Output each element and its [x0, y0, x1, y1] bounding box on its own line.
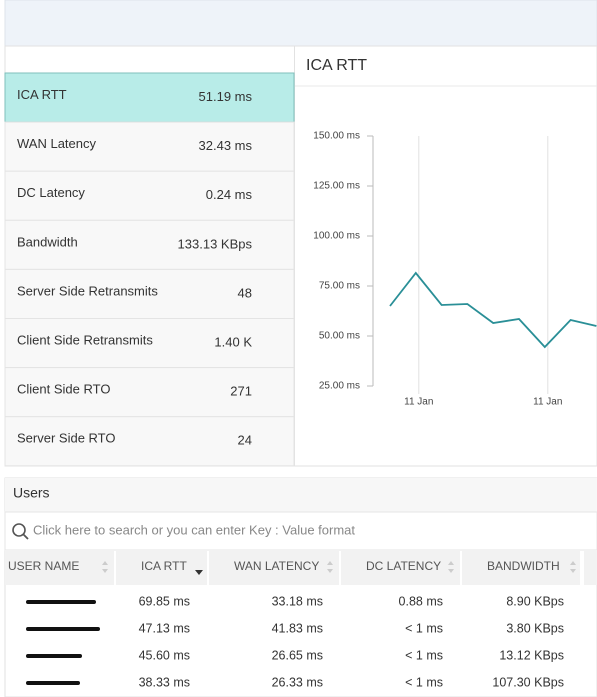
column-header-label[interactable]: WAN LATENCY [234, 559, 319, 573]
metric-row[interactable] [4, 121, 295, 172]
line-series [389, 271, 597, 349]
metric-value[interactable]: 51.19 ms [199, 89, 253, 104]
table-cell: 47.13 ms [139, 621, 190, 635]
column-header-label[interactable]: BANDWIDTH [487, 559, 560, 573]
metric-row[interactable] [4, 318, 295, 369]
search-placeholder[interactable]: Click here to search or you can enter Ke… [33, 522, 355, 537]
column-header[interactable] [209, 550, 339, 585]
table-cell: 8.90 KBps [506, 594, 564, 608]
metric-value[interactable]: 1.40 K [214, 334, 252, 349]
x-tick-label: 11 Jan [404, 397, 433, 408]
header-bar [4, 0, 597, 47]
sort-icon[interactable] [448, 561, 454, 573]
y-tick-label: 125.00 ms [313, 181, 360, 192]
users-title: Users [13, 485, 50, 501]
sort-icon[interactable] [327, 561, 333, 573]
chart-title: ICA RTT [306, 57, 367, 74]
metric-value[interactable]: 271 [230, 384, 252, 399]
table-cell: 33.18 ms [272, 594, 323, 608]
y-tick-label: 100.00 ms [313, 231, 360, 242]
table-cell: < 1 ms [405, 621, 443, 635]
metric-value[interactable]: 32.43 ms [199, 138, 253, 153]
column-header[interactable] [116, 550, 207, 585]
metric-label[interactable]: Bandwidth [17, 234, 78, 249]
column-header[interactable] [462, 550, 580, 585]
metric-label[interactable]: ICA RTT [17, 87, 67, 102]
column-header-label[interactable]: USER NAME [8, 559, 79, 573]
table-cell: 26.33 ms [272, 675, 323, 689]
y-tick-label: 75.00 ms [319, 281, 360, 292]
table-cell: 69.85 ms [139, 594, 190, 608]
metric-row[interactable] [4, 219, 295, 270]
metric-value[interactable]: 133.13 KBps [178, 236, 253, 251]
sort-icon[interactable] [570, 561, 576, 573]
table-cell: 107.30 KBps [492, 675, 564, 689]
table-cell: < 1 ms [405, 648, 443, 662]
column-header [584, 550, 597, 585]
column-header[interactable] [5, 550, 114, 585]
metric-label[interactable]: Client Side Retransmits [17, 332, 153, 347]
metric-row[interactable] [4, 268, 295, 319]
search-icon [12, 523, 26, 537]
metric-label[interactable]: DC Latency [17, 185, 85, 200]
table-cell: 0.88 ms [399, 594, 443, 608]
y-tick-label: 25.00 ms [319, 381, 360, 392]
y-tick-label: 150.00 ms [313, 131, 360, 142]
search-box[interactable] [4, 511, 597, 551]
column-header-label[interactable]: DC LATENCY [366, 559, 441, 573]
metric-value[interactable]: 48 [238, 285, 252, 300]
metric-value[interactable]: 24 [238, 433, 252, 448]
metric-label[interactable]: Client Side RTO [17, 382, 110, 397]
table-cell: < 1 ms [405, 675, 443, 689]
metric-label[interactable]: WAN Latency [17, 136, 96, 151]
y-tick-label: 50.00 ms [319, 331, 360, 342]
table-cell: 13.12 KBps [499, 648, 564, 662]
table-cell: 41.83 ms [272, 621, 323, 635]
column-header[interactable] [341, 550, 460, 585]
x-tick-label: 11 Jan [533, 397, 562, 408]
table-cell: 26.65 ms [272, 648, 323, 662]
search-icon [22, 533, 29, 540]
table-cell: 38.33 ms [139, 675, 190, 689]
sort-icon[interactable] [195, 570, 203, 575]
metric-row[interactable] [4, 170, 295, 221]
metric-row[interactable] [4, 367, 295, 418]
users-header [5, 478, 597, 512]
metric-value[interactable]: 0.24 ms [206, 187, 253, 202]
sort-icon[interactable] [102, 561, 108, 573]
table-cell: 45.60 ms [139, 648, 190, 662]
metric-row[interactable] [4, 416, 295, 467]
column-header-label[interactable]: ICA RTT [141, 559, 187, 573]
metric-label[interactable]: Server Side Retransmits [17, 283, 158, 298]
metric-label[interactable]: Server Side RTO [17, 431, 116, 446]
table-cell: 3.80 KBps [506, 621, 564, 635]
